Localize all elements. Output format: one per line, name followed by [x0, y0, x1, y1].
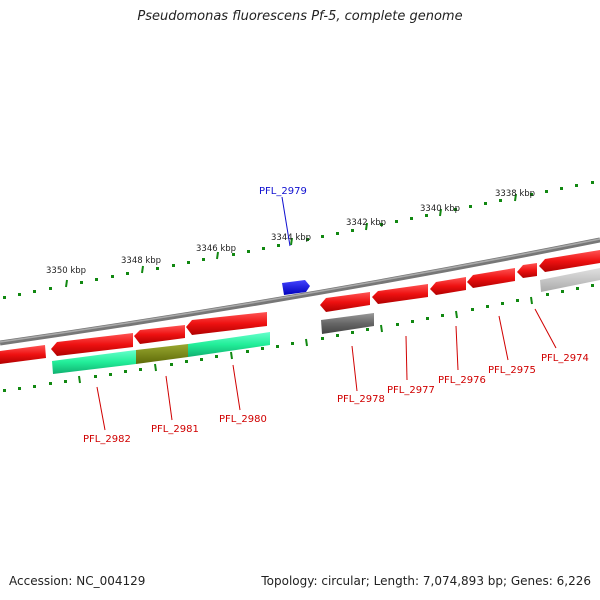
accession-text: Accession: NC_004129 — [9, 574, 146, 588]
gene-label-pfl-2982: PFL_2982 — [83, 434, 131, 445]
label-leaders — [96, 308, 557, 431]
gene-label-pfl-2976: PFL_2976 — [438, 375, 486, 386]
outer-tick-track — [3, 181, 594, 299]
kbp-label: 3342 kbp — [346, 218, 386, 228]
gene-feature[interactable] — [51, 333, 133, 356]
gene-feature[interactable] — [320, 292, 370, 312]
gene-feature[interactable] — [186, 312, 267, 335]
kbp-label: 3346 kbp — [196, 244, 236, 254]
kbp-label: 3340 kbp — [420, 204, 460, 214]
kbp-label: 3348 kbp — [121, 256, 161, 266]
gene-feature-pfl-2981[interactable] — [136, 344, 188, 364]
gene-feature[interactable] — [539, 250, 600, 272]
gene-feature[interactable] — [430, 277, 466, 295]
kbp-label: 3338 kbp — [495, 189, 535, 199]
gene-feature-pfl-2979[interactable] — [282, 280, 310, 295]
gene-label-pfl-2975: PFL_2975 — [488, 365, 536, 376]
gene-label-pfl-2981: PFL_2981 — [151, 424, 199, 435]
gene-feature[interactable] — [134, 325, 185, 344]
gene-label-pfl-2978: PFL_2978 — [337, 394, 385, 405]
gene-label-pfl-2977: PFL_2977 — [387, 385, 435, 396]
inner-major-ticks — [78, 296, 533, 384]
gene-feature[interactable] — [372, 284, 428, 304]
gene-feature[interactable] — [540, 268, 600, 292]
page-title: Pseudomonas fluorescens Pf-5, complete g… — [137, 9, 463, 24]
gene-feature[interactable] — [0, 345, 46, 364]
gene-label-pfl-2974: PFL_2974 — [541, 353, 589, 364]
outer-major-ticks — [65, 193, 517, 288]
gene-feature-pfl-2980[interactable] — [188, 332, 270, 357]
gene-feature[interactable] — [467, 268, 515, 288]
gene-feature-pfl-2978[interactable] — [321, 313, 374, 334]
genome-summary-text: Topology: circular; Length: 7,074,893 bp… — [261, 574, 591, 588]
inner-tick-track — [3, 284, 594, 392]
gene-label-pfl-2980: PFL_2980 — [219, 414, 267, 425]
label-leader — [281, 196, 291, 247]
backbone-highlight — [0, 238, 600, 343]
genome-backbone — [0, 237, 600, 346]
kbp-label: 3350 kbp — [46, 266, 86, 276]
gene-label-pfl-2979: PFL_2979 — [259, 186, 307, 197]
kbp-label: 3344 kbp — [271, 233, 311, 243]
gene-feature-pfl-2982[interactable] — [52, 350, 136, 374]
gene-feature[interactable] — [517, 263, 537, 278]
